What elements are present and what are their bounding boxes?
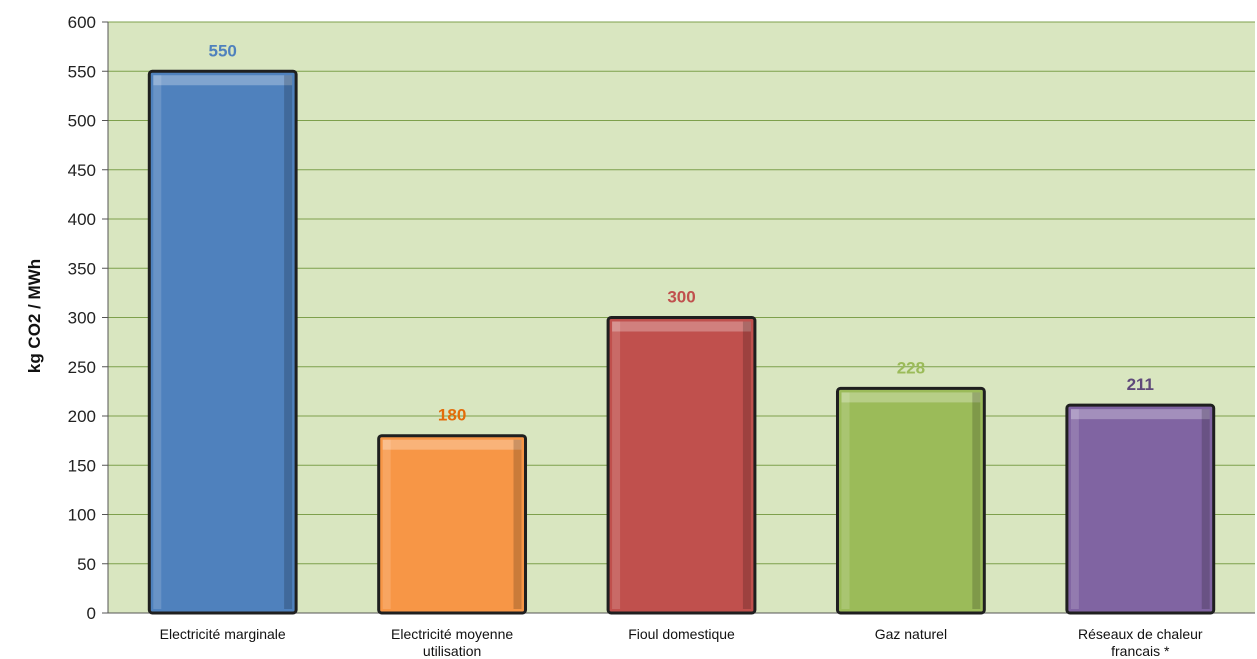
bar-highlight	[612, 321, 621, 609]
y-tick-label: 0	[87, 604, 96, 623]
y-axis-label: kg CO2 / MWh	[25, 259, 44, 373]
y-tick-label: 350	[68, 259, 96, 278]
bar-highlight	[1070, 409, 1079, 609]
bar	[835, 386, 986, 615]
data-labels: 550 180 300 228 211	[209, 41, 1155, 424]
bar-highlight	[841, 392, 850, 609]
data-label: 180	[438, 406, 466, 425]
bar-shade	[284, 75, 293, 609]
tick-labels: 0 50 100 150 200 250 300 350 400 450 500 550 600 Elec…	[68, 13, 1203, 659]
bar-shade	[1201, 409, 1210, 609]
y-tick-label: 50	[77, 555, 96, 574]
x-tick-label: Réseaux de chaleur	[1078, 626, 1203, 642]
data-label: 550	[209, 41, 237, 60]
x-tick-label: Fioul domestique	[628, 626, 735, 642]
y-tick-label: 250	[68, 358, 96, 377]
y-tick-label: 400	[68, 210, 96, 229]
bar	[1065, 403, 1216, 615]
y-tick-label: 300	[68, 309, 96, 328]
y-tick-label: 450	[68, 161, 96, 180]
bar-highlight	[841, 392, 981, 403]
bar-highlight	[382, 439, 391, 609]
data-label: 228	[897, 358, 925, 377]
bar-shade	[742, 321, 751, 609]
bar-highlight	[382, 439, 522, 450]
x-tick-label: Gaz naturel	[875, 626, 947, 642]
bar-shade	[513, 439, 522, 609]
bar	[606, 316, 757, 615]
x-tick-label: francais *	[1111, 643, 1170, 659]
y-tick-label: 500	[68, 112, 96, 131]
data-label: 300	[667, 288, 695, 307]
y-tick-label: 150	[68, 456, 96, 475]
y-tick-label: 550	[68, 62, 96, 81]
y-tick-label: 100	[68, 506, 96, 525]
bar-highlight	[153, 75, 293, 86]
x-tick-label: Electricité marginale	[160, 626, 286, 642]
bar-highlight	[153, 75, 162, 609]
y-tick-label: 600	[68, 13, 96, 32]
bar-highlight	[1070, 409, 1210, 420]
y-tick-label: 200	[68, 407, 96, 426]
bar-shade	[972, 392, 981, 609]
bar	[147, 69, 298, 615]
bar-highlight	[612, 321, 751, 332]
x-tick-label: Electricité moyenne	[391, 626, 513, 642]
bar	[377, 434, 528, 615]
data-label: 211	[1127, 375, 1154, 394]
bars	[147, 69, 1216, 615]
x-tick-label: utilisation	[423, 643, 481, 659]
